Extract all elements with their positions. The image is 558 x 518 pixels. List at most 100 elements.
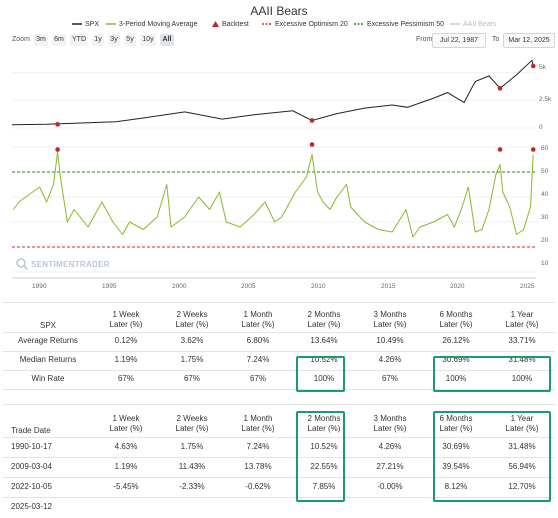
row-divider xyxy=(3,389,555,390)
legend-line-icon xyxy=(72,23,82,25)
table-cell: 31.48% xyxy=(508,441,536,451)
trades-table: Trade Date 1 Week Later (%) 2 Weeks Late… xyxy=(3,412,555,516)
x-axis-tick: 1995 xyxy=(102,283,117,290)
table-row: 2009-03-04 1.19% 11.43% 13.78% 22.55% 27… xyxy=(3,456,555,476)
zoom-3y-button[interactable]: 3y xyxy=(108,34,120,46)
legend-label: SPX xyxy=(85,20,100,28)
watermark: SENTIMENTRADER xyxy=(16,258,110,270)
legend-item-backtest[interactable]: Backtest xyxy=(212,18,249,30)
column-header: 3 Months Later (%) xyxy=(373,310,407,329)
x-axis-tick: 2025 xyxy=(520,283,535,290)
table-cell: 30.69% xyxy=(442,355,470,364)
chart-title: AAII Bears xyxy=(250,4,308,18)
table-cell: 0.12% xyxy=(114,336,138,345)
zoom-3m-button[interactable]: 3m xyxy=(34,34,48,46)
backtest-marker xyxy=(309,142,315,147)
table-row: Average Returns 0.12% 3.62% 6.80% 13.64%… xyxy=(3,331,555,350)
to-date-input[interactable]: Mar 12, 2025 xyxy=(503,33,555,48)
x-axis-tick: 1990 xyxy=(32,283,47,290)
bears-axis-tick: 10 xyxy=(541,260,549,267)
table-cell: 1.19% xyxy=(114,355,138,364)
table-cell: 100% xyxy=(511,374,533,383)
spx-axis-tick: 0 xyxy=(539,124,543,131)
zoom-all-button[interactable]: All xyxy=(160,34,174,46)
legend-item-spx[interactable]: SPX xyxy=(72,18,99,30)
zoom-10y-button[interactable]: 10y xyxy=(140,34,156,46)
highlight-box xyxy=(433,411,551,502)
table-cell: 67% xyxy=(249,374,266,383)
bears-axis-tick: 20 xyxy=(541,237,549,244)
column-header: SPX xyxy=(39,321,56,330)
zoom-ytd-button[interactable]: YTD xyxy=(70,34,88,46)
trade-date: 2025-03-12 xyxy=(11,501,52,511)
summary-table: SPX 1 Week Later (%) 2 Weeks Later (%) 1… xyxy=(3,309,555,388)
highlight-box xyxy=(296,411,345,502)
row-label: Win Rate xyxy=(31,374,65,383)
zoom-5y-button[interactable]: 5y xyxy=(124,34,136,46)
table-cell: 13.78% xyxy=(244,461,272,471)
column-header: 2 Weeks Later (%) xyxy=(175,414,209,433)
summary-header-row: SPX 1 Week Later (%) 2 Weeks Later (%) 1… xyxy=(3,309,555,331)
table-cell: 10.49% xyxy=(376,336,404,345)
row-divider xyxy=(3,497,555,498)
column-header: 2 Months Later (%) xyxy=(307,414,341,433)
table-cell: 1.19% xyxy=(114,461,138,471)
table-cell: 7.24% xyxy=(246,355,270,364)
from-label: From xyxy=(416,36,433,43)
from-date-input[interactable]: Jul 22, 1987 xyxy=(432,33,486,48)
table-cell: 7.85% xyxy=(312,481,336,491)
column-header: 6 Months Later (%) xyxy=(439,414,473,433)
legend-item-aaii-bears[interactable]: AAII Bears xyxy=(450,18,496,30)
column-header: 1 Year Later (%) xyxy=(505,310,539,329)
table-cell: 1.75% xyxy=(180,441,204,451)
table-cell: -2.33% xyxy=(179,481,205,491)
to-label: To xyxy=(492,36,500,43)
table-cell: 100% xyxy=(445,374,467,383)
table-cell: 39.54% xyxy=(442,461,470,471)
table-cell: 4.26% xyxy=(378,355,402,364)
table-cell: -0.00% xyxy=(377,481,403,491)
backtest-marker-spx xyxy=(55,122,60,127)
table-cell: 7.24% xyxy=(246,441,270,451)
legend-label: Excessive Optimism 20 xyxy=(275,20,348,28)
column-header: 3 Months Later (%) xyxy=(373,414,407,433)
row-label: Average Returns xyxy=(18,336,78,345)
table-cell: 67% xyxy=(381,374,398,383)
spx-line xyxy=(11,59,534,126)
table-cell: 10.52% xyxy=(310,355,338,364)
legend-label: 3-Period Moving Average xyxy=(119,20,198,28)
backtest-marker-spx xyxy=(309,118,315,123)
legend-item-pessimism[interactable]: Excessive Pessimism 50 xyxy=(354,18,444,30)
moving-average-line xyxy=(12,151,534,238)
legend-item-optimism[interactable]: Excessive Optimism 20 xyxy=(262,18,348,30)
backtest-marker-spx xyxy=(530,63,536,69)
backtest-marker xyxy=(497,147,503,152)
trade-date: 2009-03-04 xyxy=(11,461,52,471)
table-cell: 30.69% xyxy=(442,441,470,451)
trade-date: 2022-10-05 xyxy=(11,481,52,491)
table-cell: 27.21% xyxy=(376,461,404,471)
row-divider xyxy=(3,477,555,478)
column-header: 1 Week Later (%) xyxy=(109,414,143,433)
column-header: 1 Month Later (%) xyxy=(241,310,275,329)
zoom-6m-button[interactable]: 6m xyxy=(52,34,66,46)
zoom-label: Zoom xyxy=(12,36,30,43)
legend-label: AAII Bears xyxy=(463,20,497,28)
highlight-box xyxy=(433,356,551,392)
divider xyxy=(3,404,555,405)
legend-line-icon xyxy=(450,23,460,25)
row-label: Median Returns xyxy=(19,355,77,364)
table-cell: 4.26% xyxy=(378,441,402,451)
legend-item-moving-average[interactable]: 3-Period Moving Average xyxy=(106,18,197,30)
table-row: 2022-10-05 -5.45% -2.33% -0.62% 7.85% -0… xyxy=(3,476,555,496)
magnifier-logo-icon xyxy=(16,258,28,270)
table-cell: 26.12% xyxy=(442,336,470,345)
table-cell: -5.45% xyxy=(113,481,139,491)
zoom-1y-button[interactable]: 1y xyxy=(92,34,104,46)
column-header: Trade Date xyxy=(11,426,51,435)
table-cell: -0.62% xyxy=(245,481,271,491)
bears-axis-tick: 30 xyxy=(541,214,549,221)
column-header: 6 Months Later (%) xyxy=(439,310,473,329)
x-axis-tick: 2015 xyxy=(381,283,396,290)
table-cell: 12.70% xyxy=(508,481,536,491)
